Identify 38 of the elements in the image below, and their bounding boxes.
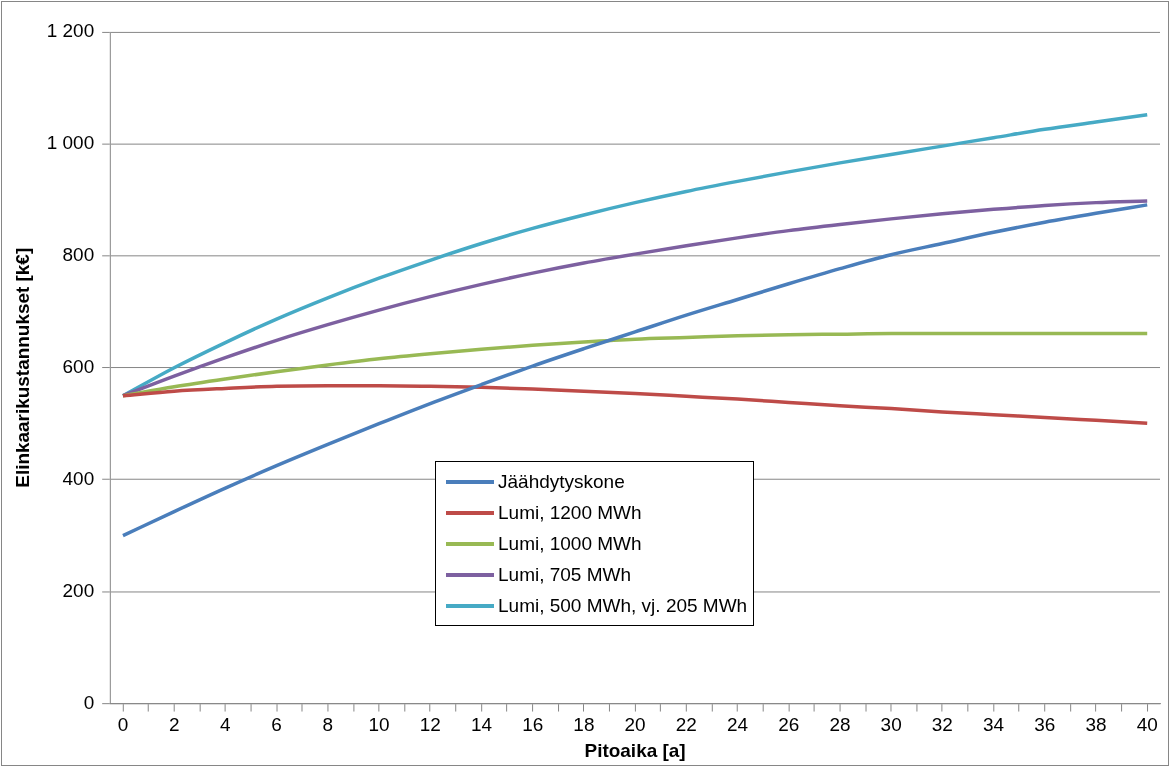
legend-label: Lumi, 500 MWh, vj. 205 MWh [498, 594, 748, 617]
legend-label: Lumi, 705 MWh [498, 563, 632, 586]
x-tick-label: 0 [117, 714, 129, 736]
x-tick-label: 16 [522, 714, 544, 736]
y-axis-title: Elinkaarikustannukset [k€] [11, 247, 33, 488]
x-axis-title: Pitoaika [a] [584, 739, 686, 761]
x-tick-label: 36 [1034, 714, 1056, 736]
y-tick-label: 400 [62, 467, 95, 489]
y-tick-label: 1 200 [46, 20, 95, 42]
y-tick-label: 800 [62, 244, 95, 266]
x-tick-label: 10 [368, 714, 390, 736]
x-tick-label: 2 [168, 714, 180, 736]
x-tick-label: 30 [880, 714, 902, 736]
legend-label: Jäähdytyskone [498, 470, 625, 493]
y-tick-label: 0 [83, 691, 95, 713]
y-tick-label: 600 [62, 355, 95, 377]
x-tick-label: 4 [220, 714, 231, 736]
y-tick-label: 200 [62, 579, 95, 601]
x-tick-label: 20 [624, 714, 646, 736]
legend-label: Lumi, 1200 MWh [498, 501, 642, 524]
x-tick-label: 40 [1136, 714, 1158, 736]
x-tick-label: 32 [931, 714, 953, 736]
x-tick-label: 22 [675, 714, 697, 736]
x-tick-label: 8 [322, 714, 334, 736]
x-tick-label: 12 [419, 714, 441, 736]
line-series [121, 383, 1149, 425]
x-tick-label: 26 [778, 714, 800, 736]
legend-label: Lumi, 1000 MWh [498, 532, 642, 555]
line-series [121, 203, 1149, 538]
x-tick-label: 38 [1085, 714, 1107, 736]
x-tick-label: 18 [573, 714, 595, 736]
x-tick-label: 24 [726, 714, 749, 736]
line-series [121, 199, 1149, 398]
x-tick-label: 28 [829, 714, 851, 736]
x-tick-label: 14 [470, 714, 492, 736]
x-tick-label: 6 [271, 714, 282, 736]
x-tick-label: 34 [983, 714, 1005, 736]
y-tick-label: 1 000 [46, 132, 95, 154]
